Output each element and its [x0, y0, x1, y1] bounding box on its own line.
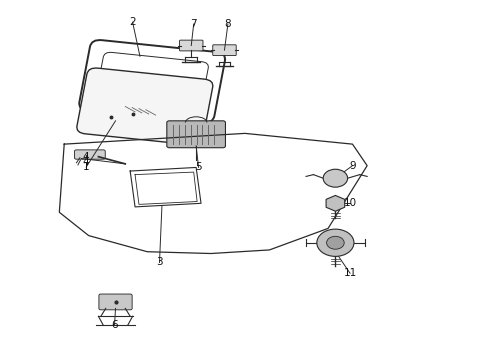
Text: 3: 3 — [156, 257, 163, 267]
FancyBboxPatch shape — [74, 150, 105, 159]
FancyBboxPatch shape — [99, 294, 132, 310]
Circle shape — [317, 229, 354, 256]
Text: 5: 5 — [196, 162, 202, 172]
Text: 4: 4 — [83, 157, 90, 167]
Text: 6: 6 — [111, 320, 118, 330]
FancyBboxPatch shape — [213, 45, 236, 55]
Polygon shape — [326, 195, 344, 211]
Circle shape — [327, 236, 344, 249]
Text: 1: 1 — [83, 162, 90, 172]
Text: 10: 10 — [343, 198, 357, 208]
FancyBboxPatch shape — [179, 40, 203, 51]
Text: 7: 7 — [191, 19, 197, 29]
Text: 11: 11 — [343, 268, 357, 278]
Text: 8: 8 — [224, 19, 231, 29]
Text: 9: 9 — [349, 161, 356, 171]
FancyBboxPatch shape — [77, 68, 213, 145]
Circle shape — [323, 169, 347, 187]
FancyBboxPatch shape — [167, 121, 225, 148]
Text: 4: 4 — [83, 152, 90, 162]
Text: 2: 2 — [129, 17, 136, 27]
